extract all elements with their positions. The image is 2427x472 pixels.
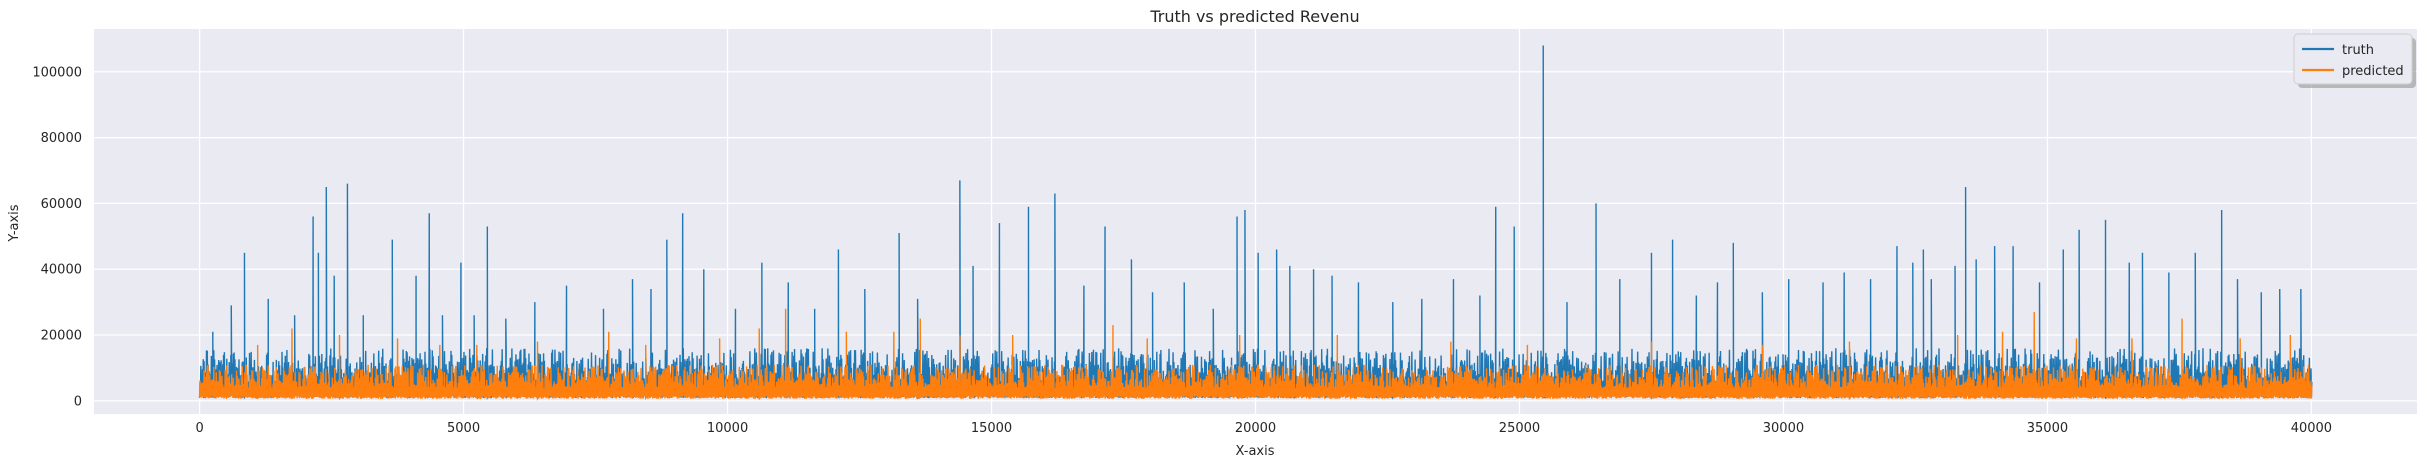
y-tick-label: 60000 — [41, 197, 82, 212]
tick-labels: 0 5000 10000 15000 20000 25000 30000 35000 40000… — [32, 65, 2332, 436]
y-tick-label: 80000 — [41, 131, 82, 146]
series-line-predicted — [198, 308, 2313, 401]
legend-box — [2293, 33, 2413, 85]
y-tick-label: 100000 — [32, 65, 82, 80]
x-tick-label: 20000 — [1235, 421, 1276, 436]
series-layer — [198, 45, 2313, 401]
x-tick-label: 35000 — [2027, 421, 2068, 436]
y-axis-label: Y-axis — [7, 204, 22, 242]
x-tick-label: 30000 — [1763, 421, 1804, 436]
x-tick-label: 15000 — [971, 421, 1012, 436]
y-tick-label: 40000 — [41, 263, 82, 278]
x-tick-label: 10000 — [707, 421, 748, 436]
x-tick-label: 0 — [195, 421, 203, 436]
chart-title: Truth vs predicted Revenu — [1149, 7, 1359, 26]
legend: truth predicted — [2293, 33, 2416, 88]
x-axis-label: X-axis — [1236, 444, 1275, 459]
x-tick-label: 25000 — [1499, 421, 1540, 436]
y-tick-label: 0 — [74, 394, 82, 409]
legend-label-predicted: predicted — [2342, 64, 2404, 79]
x-tick-label: 5000 — [447, 421, 480, 436]
legend-label-truth: truth — [2342, 43, 2374, 58]
x-tick-label: 40000 — [2291, 421, 2332, 436]
grid-lines — [94, 29, 2417, 414]
y-tick-label: 20000 — [41, 329, 82, 344]
